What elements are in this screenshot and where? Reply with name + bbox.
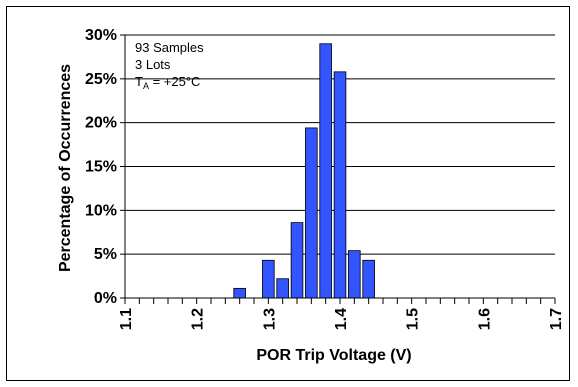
annotation-temp-subscript: A (143, 81, 149, 91)
annotation-temperature: TA = +25°C (135, 74, 200, 91)
chart-frame (6, 6, 570, 381)
y-tick-label: 15% (85, 159, 117, 176)
y-tick-label: 10% (85, 202, 117, 219)
x-tick-label: 1.7 (548, 308, 565, 330)
y-tick-label: 5% (94, 246, 117, 263)
x-axis-title: POR Trip Voltage (V) (256, 347, 411, 364)
histogram-bar (305, 127, 318, 299)
annotation-box: 93 Samples 3 Lots TA = +25°C (135, 40, 204, 91)
histogram-bar (319, 43, 332, 299)
x-tick-label: 1.3 (261, 308, 278, 330)
x-tick-label: 1.4 (333, 308, 350, 330)
histogram-bar (362, 259, 375, 299)
ticks-layer: 0% 5% 10% 15% 20% 25% 30% 1.1 1.2 1.3 1.4 1.5 1.6 1.7 (85, 27, 565, 330)
histogram-bar (333, 71, 347, 299)
bars-layer (233, 43, 375, 299)
histogram-bar (276, 278, 289, 299)
histogram-bar (233, 287, 246, 299)
annotation-temp-symbol: T (135, 74, 143, 89)
histogram-bar (262, 259, 275, 299)
y-tick-label: 25% (85, 71, 117, 88)
annotation-lots: 3 Lots (135, 57, 171, 72)
y-tick-label: 0% (94, 290, 117, 307)
annotation-temp-value: = +25°C (149, 74, 200, 89)
y-tick-label: 30% (85, 27, 117, 44)
x-tick-label: 1.5 (405, 308, 422, 330)
y-axis-title: Percentage of Occurrences (57, 64, 74, 272)
annotation-samples: 93 Samples (135, 40, 204, 55)
y-tick-label: 20% (85, 115, 117, 132)
x-tick-label: 1.2 (190, 308, 207, 330)
x-tick-label: 1.1 (118, 308, 135, 330)
histogram-bar (348, 250, 361, 299)
histogram-bar (290, 222, 304, 299)
x-tick-label: 1.6 (476, 308, 493, 330)
